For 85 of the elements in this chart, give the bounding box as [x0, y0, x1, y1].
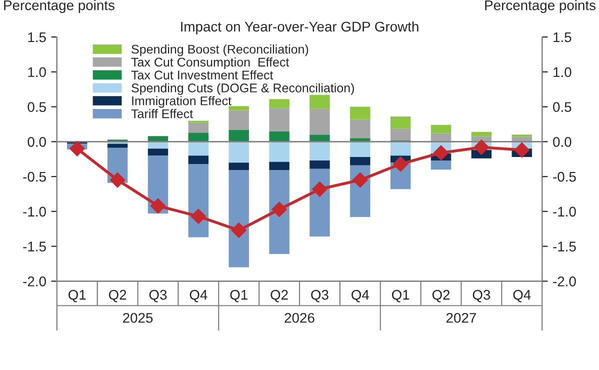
- y2-tick-label: -0.5: [553, 172, 576, 182]
- bar: [310, 134, 330, 142]
- legend-label: Tax Cut Consumption Effect: [131, 57, 290, 70]
- x-tick-label: Q4: [352, 290, 370, 302]
- point: [190, 208, 206, 224]
- bar: [430, 124, 452, 134]
- point: [110, 172, 126, 188]
- y2-tick-label: 0.5: [553, 102, 572, 112]
- point: [514, 142, 530, 158]
- bar: [269, 170, 290, 254]
- y2-tick-label: -1.5: [553, 242, 576, 252]
- bar: [269, 162, 290, 170]
- point: [231, 222, 246, 238]
- bar: [350, 106, 370, 120]
- y-axis-title: Percentage points: [4, 0, 114, 13]
- y2-tick-label: -1.0: [553, 206, 576, 217]
- y2-axis-title: Percentage points: [485, 0, 596, 13]
- text: 2025: [123, 312, 153, 323]
- bar: [310, 142, 330, 160]
- bar: [188, 156, 209, 164]
- point: [352, 172, 368, 188]
- bar: [430, 160, 452, 170]
- point: [272, 202, 287, 217]
- x-tick-label: Q4: [513, 290, 531, 302]
- x-tick-label: Q4: [190, 290, 208, 302]
- bar: [188, 122, 209, 133]
- legend-label: Tax Cut Investment Effect: [131, 70, 274, 80]
- bar: [148, 148, 168, 156]
- bar: [269, 142, 290, 162]
- bar: [390, 128, 411, 140]
- y2-tick-label: 0.0: [553, 136, 572, 147]
- y-tick-label: 1.0: [28, 67, 46, 78]
- x-tick-label: Q3: [149, 290, 167, 302]
- bar: [390, 142, 411, 156]
- bar: [350, 142, 370, 158]
- text: 2026: [284, 312, 314, 323]
- bar: [228, 130, 249, 142]
- y-tick-label: -1.0: [23, 206, 46, 217]
- chart-title: Impact on Year-over-Year GDP Growth: [181, 21, 418, 34]
- bar: [228, 142, 249, 163]
- point: [150, 198, 166, 214]
- bar: [310, 108, 330, 135]
- bar: [188, 132, 209, 142]
- bar: [390, 116, 411, 128]
- y-tick-label: 0.5: [28, 102, 46, 112]
- legend-label: Spending Boost (Reconciliation): [132, 44, 308, 56]
- bar: [269, 108, 290, 132]
- point: [433, 145, 449, 160]
- x-tick-label: Q3: [472, 290, 490, 302]
- bar: [471, 132, 492, 136]
- x-tick-label: Q2: [108, 290, 126, 302]
- x-tick-label: Q1: [68, 290, 86, 302]
- x-tick-label: Q1: [230, 290, 248, 302]
- point: [393, 156, 408, 172]
- bar: [269, 99, 290, 108]
- x-tick-label: Q3: [311, 290, 328, 302]
- x-tick-label: Q2: [270, 290, 288, 302]
- point: [70, 141, 85, 156]
- point: [312, 182, 328, 197]
- bar: [310, 160, 330, 169]
- y2-tick-label: 1.0: [554, 67, 572, 78]
- y-tick-label: -2.0: [23, 276, 46, 286]
- bar: [107, 144, 128, 148]
- x-tick-label: Q1: [392, 290, 410, 302]
- y-tick-label: -1.5: [23, 242, 46, 252]
- legend-label: Tariff Effect: [131, 109, 193, 118]
- bar: [228, 106, 249, 110]
- y2-tick-label: -2.0: [553, 276, 576, 286]
- y-tick-label: 0.0: [28, 136, 46, 147]
- legend-label: Immigration Effect: [132, 96, 232, 108]
- legend-label: Spending Cuts (DOGE & Reconciliation): [132, 83, 354, 95]
- bar: [228, 162, 249, 170]
- text: 2027: [446, 312, 476, 323]
- y-tick-label: -0.5: [23, 172, 46, 182]
- y-tick-label: 1.5: [28, 32, 46, 42]
- x-tick-label: Q2: [432, 290, 450, 302]
- bar: [310, 94, 330, 109]
- point: [474, 140, 490, 155]
- bar: [350, 157, 370, 166]
- bar: [228, 170, 249, 268]
- bar: [269, 131, 290, 142]
- bar: [228, 110, 249, 130]
- bar: [188, 142, 209, 156]
- bar: [350, 119, 370, 138]
- y2-tick-label: 1.5: [554, 32, 572, 42]
